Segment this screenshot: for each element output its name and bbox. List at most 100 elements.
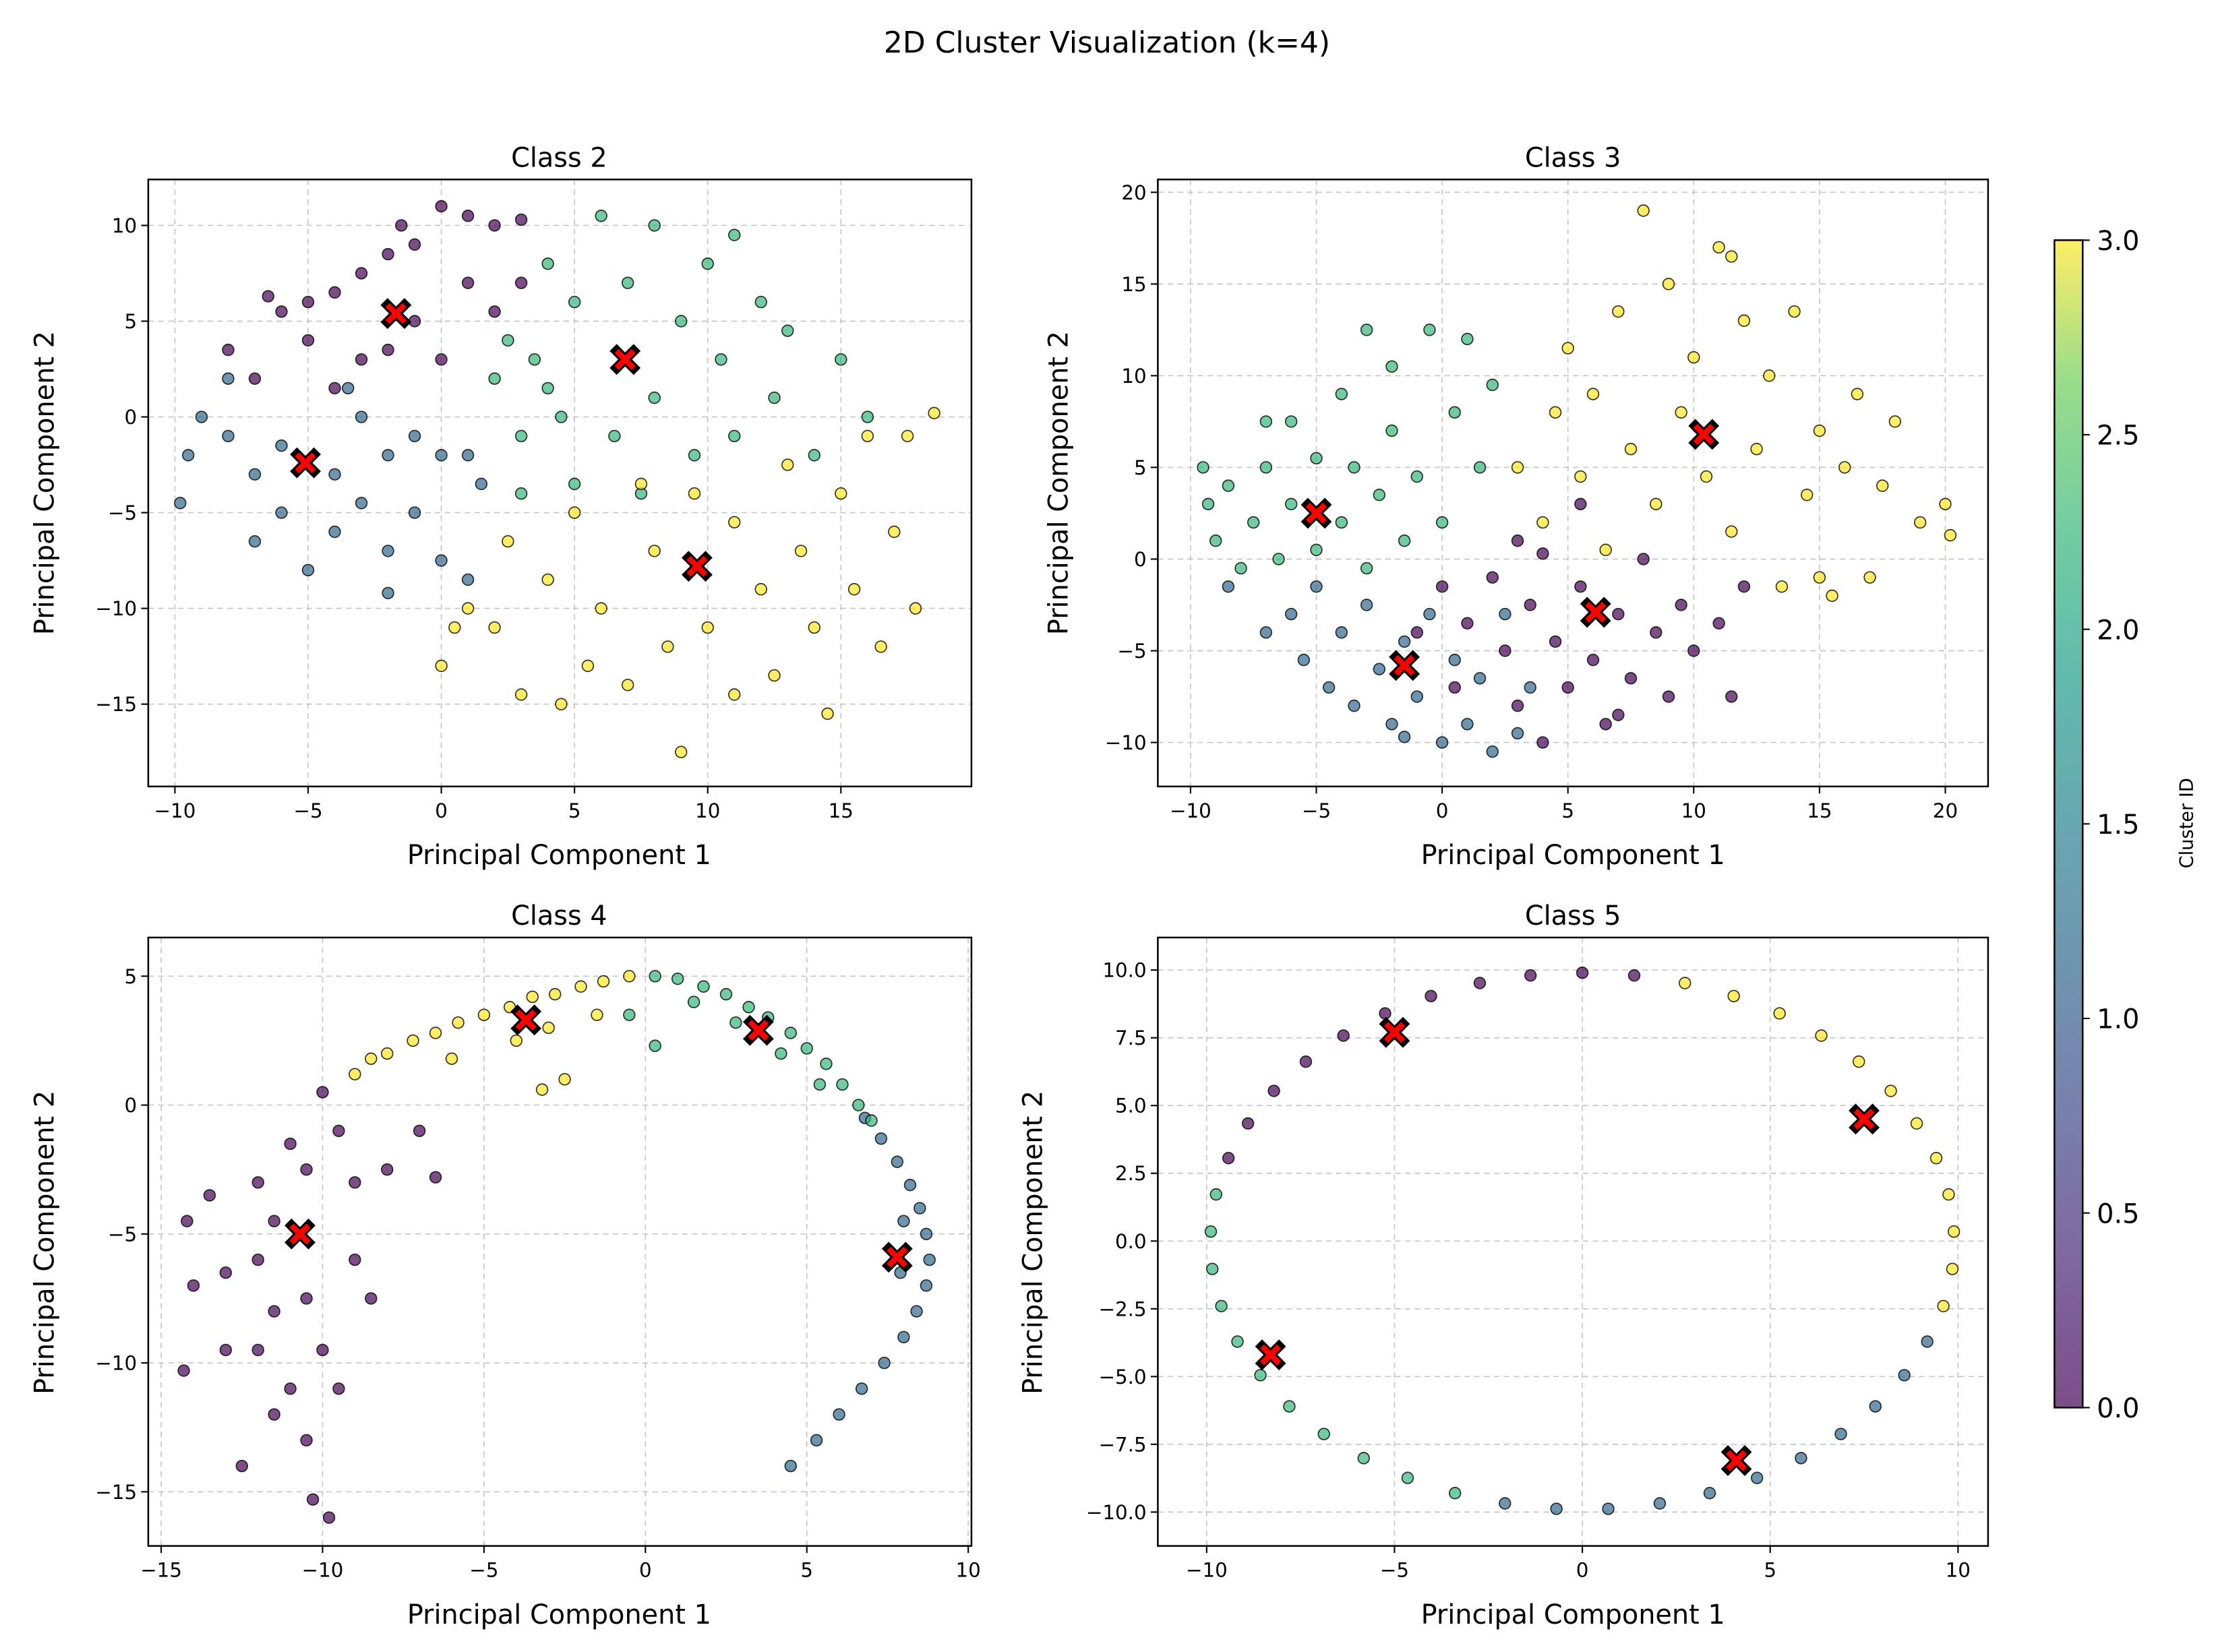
data-point-cluster-3	[1863, 571, 1876, 584]
data-point-cluster-2	[1461, 332, 1474, 346]
data-point-cluster-1	[1834, 1428, 1847, 1440]
data-point-cluster-2	[1486, 378, 1499, 392]
data-point-cluster-0	[1337, 1029, 1350, 1042]
data-point-cluster-3	[542, 1021, 555, 1035]
data-point-cluster-1	[810, 1434, 823, 1447]
centroid-marker	[881, 1242, 913, 1273]
data-point-cluster-3	[1939, 497, 1952, 511]
data-point-cluster-1	[328, 525, 341, 539]
y-tick-label: −5	[108, 1223, 137, 1246]
y-tick-label: −10	[1105, 731, 1147, 754]
centroid-x-icon	[1305, 502, 1327, 524]
data-point-cluster-0	[1574, 497, 1587, 511]
data-point-cluster-0	[514, 213, 528, 226]
colorbar-gradient	[2054, 239, 2084, 1409]
x-tick-label: −15	[140, 1559, 182, 1582]
data-point-cluster-3	[488, 621, 501, 634]
data-point-cluster-2	[541, 257, 554, 270]
data-point-cluster-2	[775, 1047, 787, 1060]
data-point-cluster-3	[1929, 1152, 1943, 1165]
data-point-cluster-2	[623, 1008, 636, 1021]
data-point-cluster-3	[808, 621, 821, 634]
data-point-cluster-2	[820, 1058, 833, 1070]
centroid-x-icon	[686, 555, 708, 577]
data-point-cluster-3	[1675, 406, 1687, 419]
x-tick-label: 15	[829, 799, 854, 822]
data-point-cluster-0	[328, 381, 341, 395]
data-point-cluster-1	[1795, 1452, 1807, 1465]
data-point-cluster-3	[1511, 461, 1524, 474]
centroid-marker	[1688, 419, 1720, 450]
data-point-cluster-3	[535, 1083, 549, 1096]
data-point-cluster-2	[1373, 489, 1386, 501]
data-point-cluster-0	[1435, 580, 1449, 593]
data-point-cluster-2	[1401, 1471, 1414, 1484]
data-point-cluster-3	[1773, 1007, 1786, 1020]
data-point-cluster-3	[928, 406, 940, 420]
data-point-cluster-0	[1524, 969, 1537, 982]
data-point-cluster-3	[574, 980, 587, 993]
data-point-cluster-0	[332, 1382, 345, 1395]
data-point-cluster-1	[784, 1459, 798, 1473]
x-tick-label: 5	[800, 1559, 813, 1582]
data-point-cluster-1	[914, 1202, 926, 1215]
data-point-cluster-3	[623, 970, 636, 983]
data-point-cluster-3	[728, 516, 741, 529]
data-point-cluster-0	[355, 353, 368, 366]
data-point-cluster-3	[1549, 406, 1562, 419]
x-tick-label: −10	[154, 799, 196, 822]
scatter-points	[174, 200, 940, 758]
data-point-cluster-2	[1259, 415, 1273, 428]
y-tick-label: 20	[1121, 181, 1146, 204]
data-point-cluster-3	[365, 1052, 378, 1065]
data-point-cluster-0	[1599, 718, 1612, 731]
data-point-cluster-0	[1222, 1152, 1235, 1165]
data-point-cluster-3	[781, 458, 794, 471]
data-point-cluster-1	[1398, 635, 1411, 648]
data-point-cluster-2	[1423, 324, 1436, 336]
scatter-points	[177, 970, 936, 1524]
data-point-cluster-1	[878, 1356, 891, 1370]
data-point-cluster-3	[661, 640, 674, 653]
data-point-cluster-0	[488, 305, 501, 318]
data-point-cluster-3	[595, 602, 607, 615]
centroid-marker	[510, 1004, 542, 1036]
data-point-cluster-3	[888, 525, 901, 539]
data-point-cluster-0	[251, 1253, 264, 1266]
data-point-cluster-1	[355, 410, 368, 423]
data-point-cluster-0	[187, 1279, 200, 1292]
data-point-cluster-1	[461, 573, 475, 586]
data-point-cluster-2	[595, 210, 607, 222]
data-point-cluster-2	[728, 429, 741, 443]
y-tick-label: 5.0	[1115, 1095, 1147, 1118]
data-point-cluster-3	[1826, 589, 1838, 603]
data-point-cluster-3	[549, 987, 562, 1001]
data-point-cluster-0	[284, 1137, 297, 1151]
centroid-x-icon	[1394, 654, 1415, 676]
data-point-cluster-3	[1788, 305, 1801, 318]
data-point-cluster-1	[355, 497, 368, 510]
data-point-cluster-2	[1254, 1369, 1267, 1382]
data-point-cluster-0	[1712, 617, 1725, 630]
x-tick-label: 20	[1933, 799, 1958, 822]
data-point-cluster-0	[413, 1124, 426, 1138]
y-tick-label: −10.0	[1086, 1501, 1147, 1524]
data-point-cluster-1	[891, 1155, 904, 1168]
data-point-cluster-3	[1852, 1055, 1865, 1068]
data-point-cluster-3	[634, 477, 648, 491]
data-point-cluster-0	[1511, 534, 1524, 547]
data-point-cluster-3	[874, 640, 887, 653]
centroid-x-icon	[1383, 1022, 1405, 1043]
data-point-cluster-1	[923, 1253, 936, 1266]
data-point-cluster-1	[920, 1279, 933, 1292]
x-tick-label: 0	[639, 1559, 652, 1582]
data-point-cluster-0	[219, 1343, 233, 1357]
data-point-cluster-2	[1204, 1225, 1218, 1238]
data-point-cluster-1	[1703, 1487, 1716, 1500]
centroid-marker	[742, 1014, 774, 1046]
data-point-cluster-3	[448, 621, 461, 634]
data-point-cluster-3	[541, 573, 554, 586]
data-point-cluster-3	[502, 534, 514, 548]
x-axis-label: Principal Component 1	[1421, 1599, 1725, 1630]
data-point-cluster-2	[1385, 424, 1398, 437]
